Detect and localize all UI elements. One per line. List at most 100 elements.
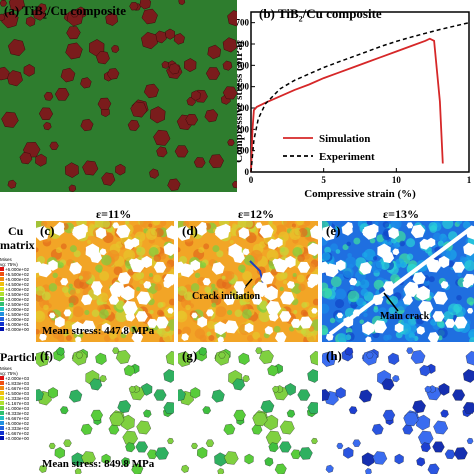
particle	[90, 281, 103, 292]
particle	[214, 321, 227, 336]
particle	[403, 411, 419, 427]
row-label-cu: Cu	[8, 224, 24, 238]
particle	[322, 351, 337, 367]
particle	[284, 383, 296, 396]
particle	[60, 277, 69, 286]
particle	[36, 261, 44, 274]
particle	[117, 400, 131, 414]
particle	[109, 411, 125, 427]
tib2-particle	[193, 157, 206, 168]
particle	[344, 347, 354, 356]
particle	[101, 322, 111, 333]
particle	[54, 316, 65, 328]
particle	[238, 352, 250, 365]
particle	[420, 442, 431, 453]
tib2-particle	[178, 0, 186, 6]
tib2-particle	[168, 63, 181, 75]
legend-value: +5.000e+02	[0, 421, 40, 426]
particle	[36, 225, 50, 241]
legend-value: +6.000e+02	[0, 267, 40, 272]
particle	[198, 347, 208, 356]
particle	[211, 389, 225, 403]
particle	[135, 311, 148, 322]
particle	[424, 385, 432, 393]
particle	[406, 347, 414, 354]
particle	[178, 225, 192, 241]
particle	[264, 285, 278, 301]
particle	[336, 442, 344, 449]
particle	[60, 406, 69, 415]
particle	[69, 389, 83, 403]
tib2-particle	[25, 16, 36, 27]
particle	[285, 255, 296, 269]
particle	[268, 312, 279, 322]
particle	[244, 322, 254, 333]
particle	[290, 318, 301, 328]
legend-value: +1.667e+03	[0, 386, 40, 391]
particle	[125, 442, 136, 453]
particle	[463, 273, 474, 286]
y-tick-label: 500	[237, 60, 250, 70]
particle	[419, 364, 431, 377]
particle	[325, 333, 334, 341]
particle	[264, 457, 274, 467]
particle	[372, 451, 388, 465]
row-label-particles: Particles	[0, 350, 45, 364]
particle	[89, 378, 103, 391]
particle	[287, 281, 295, 289]
x-tick-label: 5	[321, 175, 326, 185]
legend-value: +4.500e+02	[0, 282, 40, 287]
particle	[307, 273, 318, 286]
particle	[359, 389, 373, 403]
particle	[275, 332, 287, 342]
particle	[166, 225, 174, 240]
legend-value: +6.667e+02	[0, 416, 40, 421]
particle	[365, 336, 372, 342]
series-line-simulation	[250, 37, 444, 173]
legend-particles-avg: vg: 75%)	[0, 371, 18, 376]
particle	[402, 424, 414, 435]
tib2-particle	[107, 68, 120, 80]
panel-d-crack-note: Crack initiation	[192, 291, 261, 302]
particle	[56, 221, 65, 231]
particle	[381, 251, 395, 264]
particle	[69, 262, 82, 275]
particle	[39, 333, 47, 341]
particle	[394, 322, 404, 333]
particle	[352, 439, 361, 447]
panel-d-label: (d)	[182, 223, 198, 238]
particle	[268, 442, 279, 453]
legend-value: +1.500e+03	[0, 391, 40, 396]
particle	[48, 387, 58, 399]
legend-value: +1.333e+03	[0, 396, 40, 401]
tib2-particle-map	[0, 0, 237, 192]
particle	[163, 242, 174, 256]
particle	[223, 423, 236, 435]
legend-value: +1.000e+02	[0, 317, 40, 322]
tib2-particle	[0, 0, 8, 7]
particle	[123, 364, 135, 377]
strain-label-12: ε=12%	[238, 207, 274, 221]
panel-c-label: (c)	[40, 223, 55, 238]
particle	[416, 457, 426, 467]
particle	[433, 420, 449, 435]
tib2-particle	[82, 160, 99, 176]
plot-frame	[250, 11, 470, 173]
y-tick-label: 700	[237, 18, 250, 28]
panel-c-mean-stress: Mean stress: 447.8 MPa	[42, 325, 155, 337]
tib2-particle	[184, 58, 197, 73]
tib2-particle	[95, 50, 110, 65]
particle	[416, 326, 425, 335]
y-tick-label: 100	[237, 146, 250, 156]
tib2-particle	[105, 12, 118, 26]
x-tick-label: 1	[467, 175, 472, 185]
particle	[424, 258, 432, 266]
particle	[214, 452, 227, 467]
legend-value: +0.000e+00	[0, 327, 40, 332]
strain-label-13: ε=13%	[383, 207, 419, 221]
particle	[427, 463, 440, 474]
particle	[272, 385, 280, 393]
particle	[121, 457, 131, 467]
tib2-particle	[43, 91, 54, 101]
legend-matrix-title: Mises	[0, 257, 12, 262]
